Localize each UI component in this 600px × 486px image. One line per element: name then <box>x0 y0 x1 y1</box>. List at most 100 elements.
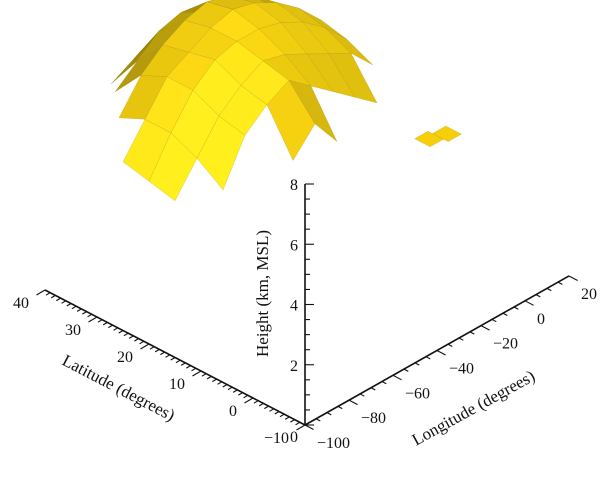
y-tick-label: 10 <box>169 376 185 393</box>
y-minor-tick <box>175 359 181 364</box>
y-minor-tick <box>82 311 87 315</box>
y-minor-tick <box>56 297 61 302</box>
x-tick-label: −100 <box>317 435 350 452</box>
x-minor-tick <box>403 368 409 372</box>
surface-patch <box>414 131 444 147</box>
z-tick-label: 8 <box>290 177 298 194</box>
y-minor-tick <box>264 405 269 410</box>
x-minor-tick <box>491 318 497 323</box>
x-major-tick <box>524 300 534 306</box>
surface-patch <box>328 53 378 104</box>
z-tick-label: 4 <box>290 298 298 315</box>
y-tick-label: 40 <box>13 295 29 312</box>
y-tick-label: −10 <box>264 430 289 447</box>
z-tick-label: 0 <box>290 429 298 446</box>
x-major-tick <box>392 374 402 381</box>
y-minor-tick <box>165 354 171 358</box>
x-minor-tick <box>502 312 508 316</box>
y-minor-tick <box>206 375 212 380</box>
y-major-tick <box>140 343 150 350</box>
y-minor-tick <box>66 303 72 307</box>
y-minor-tick <box>274 411 280 415</box>
y-minor-tick <box>50 294 56 299</box>
x-minor-tick <box>546 287 552 292</box>
y-minor-tick <box>123 332 129 337</box>
y-minor-tick <box>243 394 249 399</box>
y-minor-tick <box>61 300 67 304</box>
x-minor-tick <box>469 331 475 335</box>
x-minor-tick <box>513 306 519 310</box>
y-minor-tick <box>290 419 295 423</box>
y-minor-tick <box>76 308 82 312</box>
height-surface <box>110 0 462 202</box>
y-minor-tick <box>118 330 124 334</box>
y-major-tick <box>36 289 46 296</box>
y-minor-tick <box>217 381 223 385</box>
y-minor-tick <box>97 319 103 323</box>
x-minor-tick <box>359 393 365 397</box>
y-minor-tick <box>212 378 217 383</box>
y-minor-tick <box>108 324 113 329</box>
y-minor-tick <box>191 367 197 372</box>
x-minor-tick <box>381 381 387 385</box>
y-minor-tick <box>154 348 160 353</box>
x-major-tick <box>436 349 446 356</box>
x-minor-tick <box>315 418 321 422</box>
y-major-tick <box>244 397 254 404</box>
x-minor-tick <box>557 281 563 285</box>
y-tick-label: 30 <box>65 322 81 339</box>
y-minor-tick <box>232 389 238 393</box>
x-minor-tick <box>458 337 464 341</box>
x-axis-line <box>304 275 570 426</box>
surface-patch <box>288 80 338 142</box>
y-tick-label: 0 <box>229 403 237 420</box>
x-major-tick <box>480 325 490 331</box>
x-major-tick <box>348 399 358 406</box>
x-tick-label: −60 <box>405 385 430 402</box>
x-minor-tick <box>447 343 453 348</box>
x-minor-tick <box>337 405 343 410</box>
y-minor-tick <box>186 365 191 369</box>
y-minor-tick <box>227 386 233 391</box>
x-minor-tick <box>425 356 431 360</box>
y-minor-tick <box>71 305 77 310</box>
y-minor-tick <box>149 346 155 350</box>
y-minor-tick <box>284 416 290 420</box>
y-minor-tick <box>139 340 145 345</box>
y-minor-tick <box>134 338 139 342</box>
x-minor-tick <box>326 412 332 416</box>
y-minor-tick <box>269 408 275 412</box>
y-minor-tick <box>238 392 243 396</box>
y-minor-tick <box>201 373 207 377</box>
y-minor-tick <box>45 292 51 296</box>
y-major-tick <box>192 370 202 377</box>
x-tick-label: −40 <box>449 360 474 377</box>
x-minor-tick <box>414 362 420 366</box>
z-axis-label: Height (km, MSL) <box>253 230 272 357</box>
x-axis-label: Longitude (degrees) <box>409 366 538 449</box>
x-major-tick <box>568 275 578 281</box>
y-tick-label: 20 <box>117 349 133 366</box>
y-minor-tick <box>279 413 285 418</box>
x-tick-label: 20 <box>581 286 597 303</box>
x-tick-label: −80 <box>361 410 386 427</box>
z-tick-label: 2 <box>290 358 298 375</box>
y-minor-tick <box>222 384 228 388</box>
y-major-tick <box>88 316 98 323</box>
y-minor-tick <box>180 362 186 366</box>
y-minor-tick <box>87 313 93 318</box>
surface-patch <box>324 27 374 66</box>
y-minor-tick <box>295 421 301 426</box>
y-minor-tick <box>160 351 165 356</box>
y-minor-tick <box>258 402 264 407</box>
x-minor-tick <box>535 294 541 298</box>
x-major-tick <box>304 424 314 430</box>
y-minor-tick <box>253 400 259 404</box>
y-major-tick <box>296 424 306 431</box>
y-minor-tick <box>170 357 176 361</box>
z-tick-label: 6 <box>290 237 298 254</box>
y-minor-tick <box>113 327 119 331</box>
x-tick-label: −20 <box>493 336 518 353</box>
